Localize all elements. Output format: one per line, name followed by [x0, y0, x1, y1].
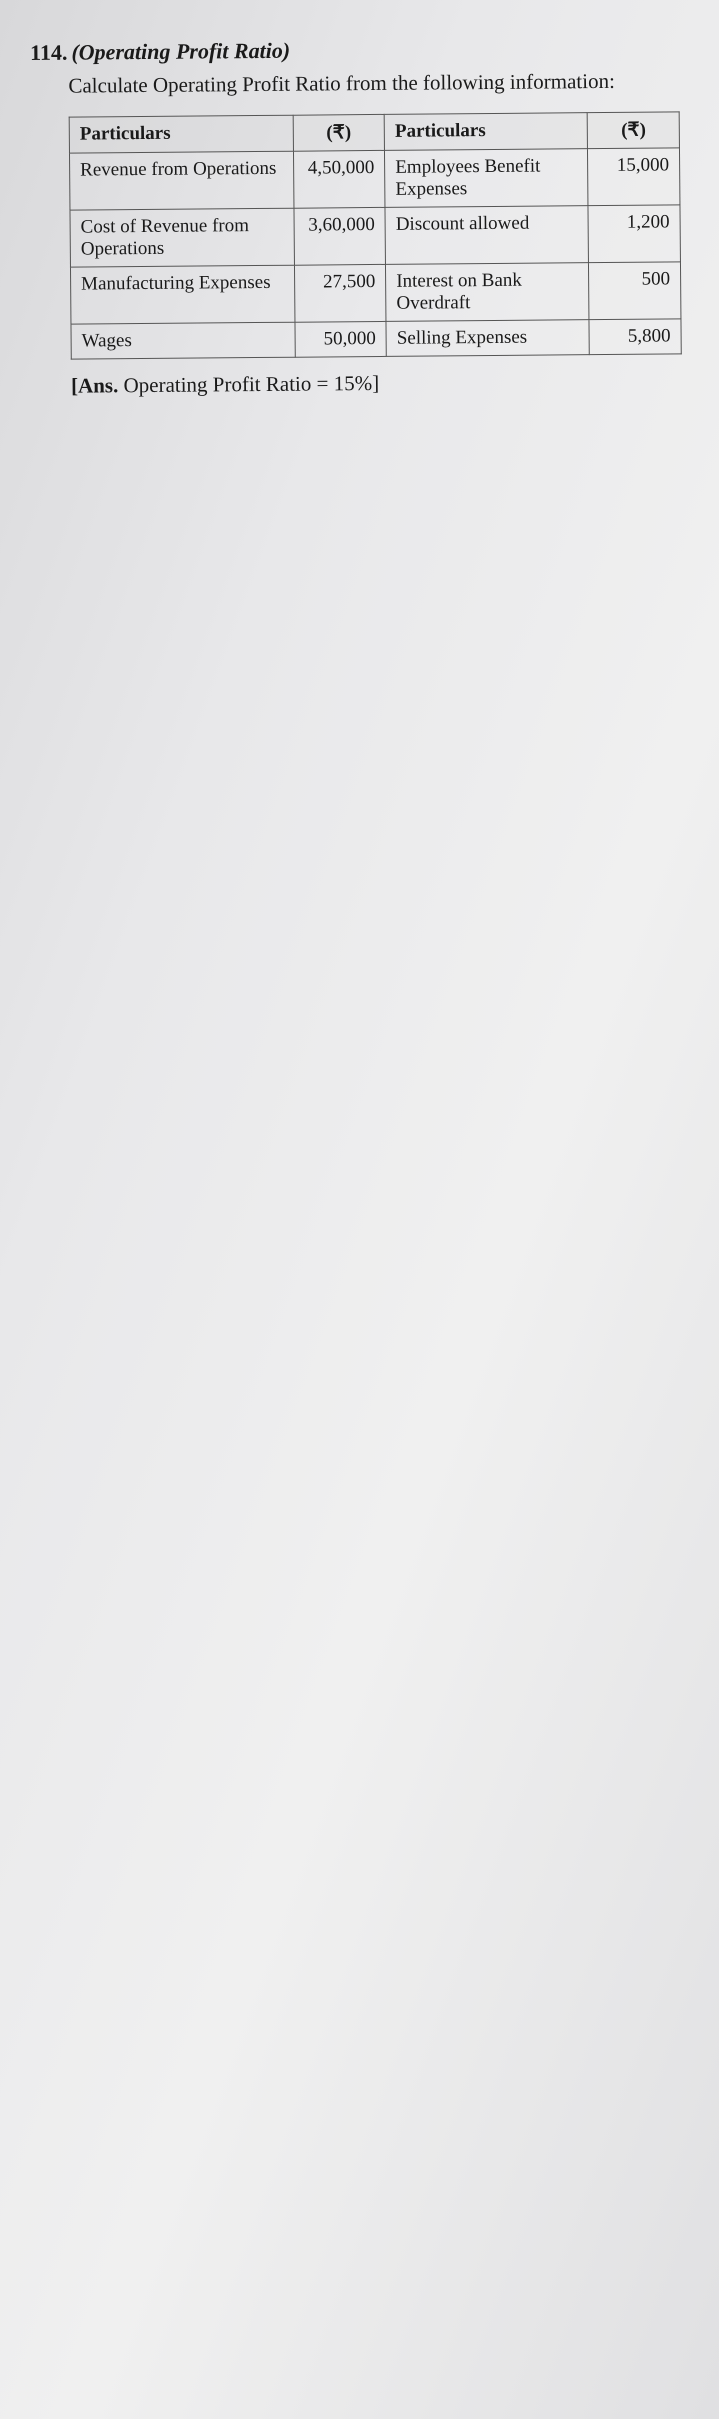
cell-amount: 3,60,000 [294, 207, 386, 265]
answer-line: [Ans. Operating Profit Ratio = 15%] [71, 368, 692, 398]
cell-amount: 4,50,000 [293, 150, 385, 208]
answer-text: Operating Profit Ratio = 15%] [123, 371, 379, 397]
cell-amount: 27,500 [294, 264, 386, 322]
cell-amount: 50,000 [295, 321, 387, 357]
table-row: Manufacturing Expenses 27,500 Interest o… [70, 262, 680, 324]
cell-amount: 1,200 [588, 205, 680, 263]
question-number: 114. [30, 40, 68, 65]
header-particulars-2: Particulars [384, 113, 588, 151]
cell-particulars: Revenue from Operations [69, 151, 293, 210]
cell-particulars: Wages [71, 322, 295, 359]
table-header-row: Particulars (₹) Particulars (₹) [69, 112, 679, 153]
cell-particulars: Employees Benefit Expenses [385, 149, 589, 208]
question-title: (Operating Profit Ratio) [71, 38, 290, 65]
data-table-wrapper: Particulars (₹) Particulars (₹) Revenue … [69, 111, 682, 359]
question-header: 114. (Operating Profit Ratio) [30, 34, 689, 66]
table-row: Cost of Revenue from Operations 3,60,000… [70, 205, 680, 267]
cell-amount: 5,800 [589, 319, 681, 355]
header-amount-2: (₹) [588, 112, 680, 149]
cell-amount: 500 [589, 262, 681, 320]
header-amount-1: (₹) [293, 114, 385, 151]
particulars-table: Particulars (₹) Particulars (₹) Revenue … [69, 111, 682, 359]
cell-particulars: Interest on Bank Overdraft [386, 263, 590, 322]
table-row: Wages 50,000 Selling Expenses 5,800 [71, 319, 681, 359]
cell-amount: 15,000 [588, 148, 680, 206]
cell-particulars: Cost of Revenue from Operations [70, 208, 294, 267]
answer-label: [Ans. [71, 373, 118, 397]
header-particulars-1: Particulars [69, 115, 293, 153]
question-prompt: Calculate Operating Profit Ratio from th… [68, 68, 689, 98]
table-row: Revenue from Operations 4,50,000 Employe… [69, 148, 679, 210]
cell-particulars: Manufacturing Expenses [70, 265, 294, 324]
cell-particulars: Selling Expenses [386, 320, 590, 357]
cell-particulars: Discount allowed [385, 206, 589, 265]
